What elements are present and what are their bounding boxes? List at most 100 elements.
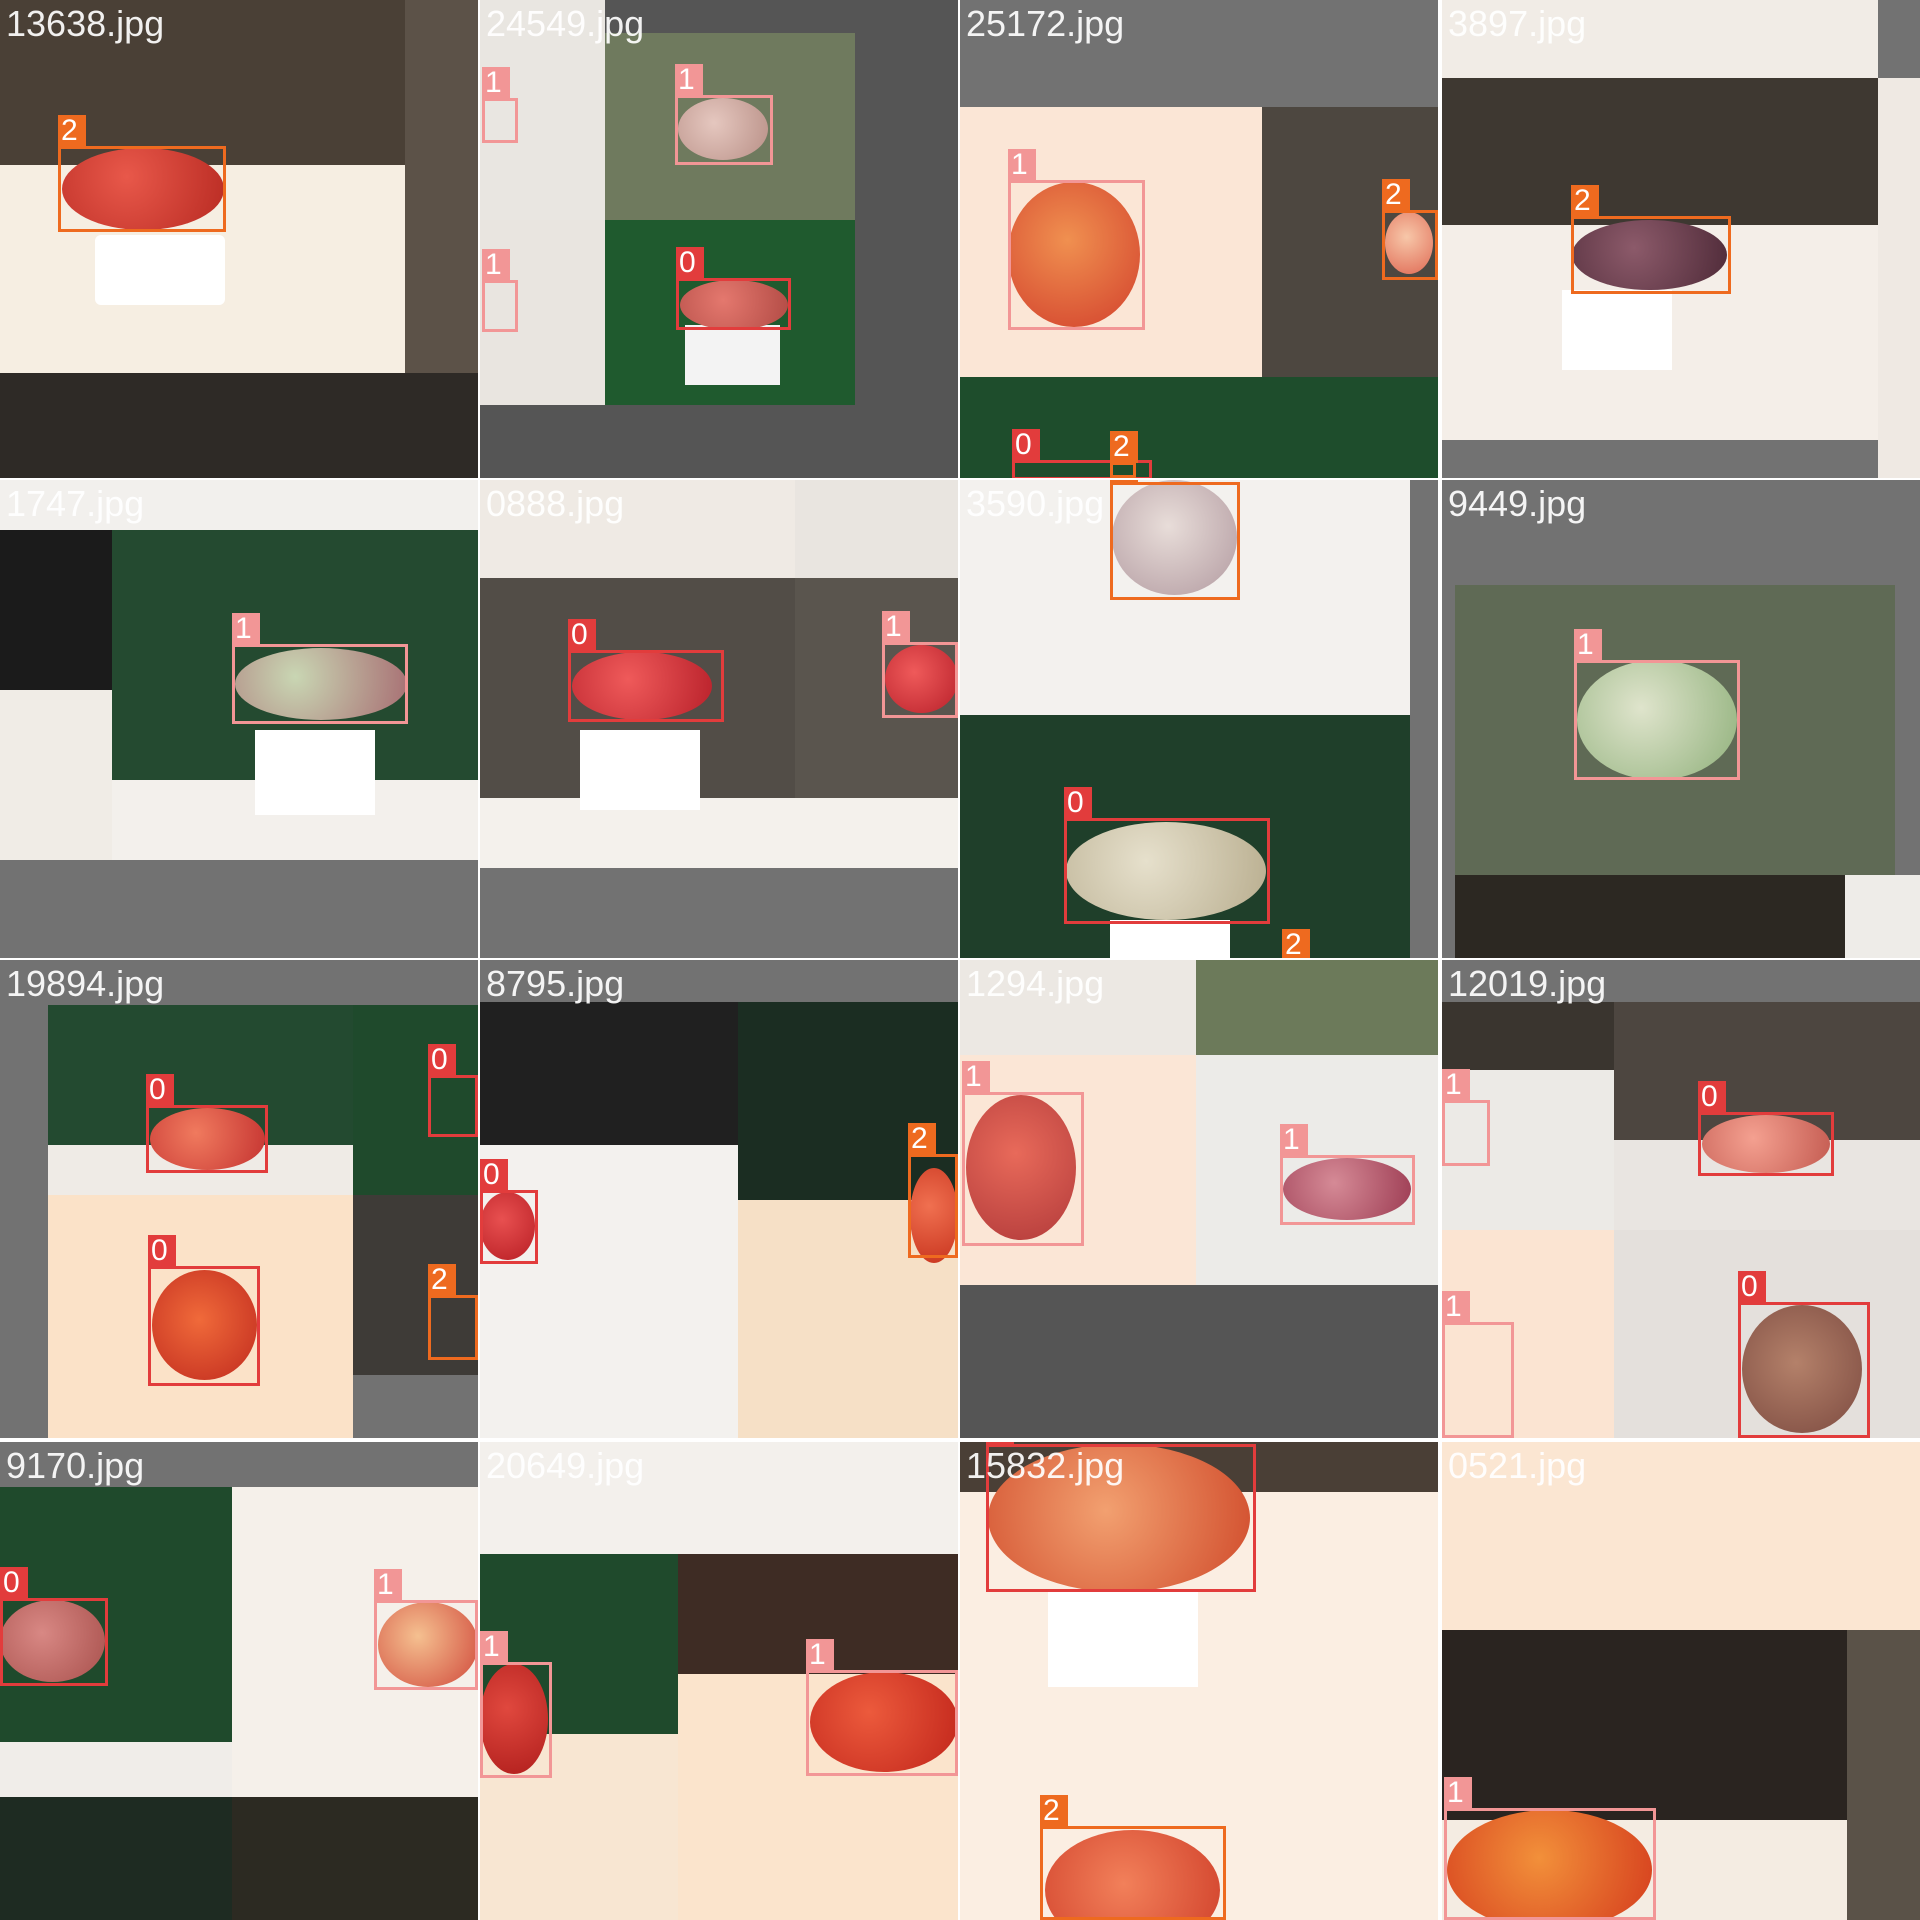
image-patch [0, 480, 478, 530]
bbox-class-1: 1 [374, 1569, 478, 1690]
apple-image [1283, 1158, 1411, 1220]
image-patch [1847, 1630, 1920, 1920]
bbox-class-2: 2 [1110, 480, 1240, 600]
bbox-class-label: 1 [1280, 1124, 1308, 1156]
apple-image [910, 1168, 958, 1263]
bbox-class-1: 1 [806, 1639, 958, 1776]
mosaic-tile: 3590.jpg 2 0 2 [960, 480, 1438, 958]
tile-filename: 12019.jpg [1448, 963, 1607, 1004]
apple-image [1577, 660, 1737, 780]
image-patch [405, 0, 478, 373]
image-patch [0, 1742, 232, 1797]
tile-filename: 8795.jpg [486, 963, 625, 1004]
bbox-class-1: 1 [882, 611, 958, 718]
bbox-class-label: 0 [1738, 1271, 1766, 1303]
bbox-class-label: 2 [58, 115, 86, 147]
bbox-class-2: 2 [908, 1123, 958, 1258]
image-patch [353, 1005, 478, 1195]
bbox-class-0: 0 [146, 1074, 268, 1173]
bbox-class-label: 0 [1064, 787, 1092, 819]
bbox-class-2: 2 [58, 115, 226, 232]
mosaic-tile: 1294.jpg 1 1 [960, 960, 1438, 1438]
image-patch [1442, 78, 1878, 228]
image-patch [480, 0, 605, 220]
image-patch [0, 373, 478, 478]
tile-filename: 19894.jpg [6, 963, 165, 1004]
bbox-class-label: 0 [986, 1442, 1014, 1445]
mosaic-tile: 0521.jpg 1 [1442, 1442, 1920, 1920]
image-patch [1845, 875, 1920, 958]
apple-image [1008, 182, 1140, 327]
bbox-class-label: 1 [962, 1061, 990, 1093]
apple-image [150, 1108, 265, 1170]
tile-filename: 1747.jpg [6, 483, 145, 524]
apple-image [1066, 822, 1266, 920]
bbox-class-1: 1 [480, 1631, 552, 1778]
apple-image [678, 98, 768, 160]
apple-image [1045, 1830, 1220, 1920]
bbox-class-2: 2 [1382, 179, 1438, 280]
bbox-class-label: 1 [482, 67, 510, 99]
tile-filename: 0521.jpg [1448, 1445, 1587, 1486]
bbox-class-label: 1 [232, 613, 260, 645]
bbox-class-label: 1 [1442, 1069, 1470, 1101]
image-patch [580, 730, 700, 810]
image-patch [0, 1797, 232, 1920]
apple-image [1385, 212, 1433, 274]
bbox-class-label: 2 [1282, 929, 1310, 958]
image-patch [1562, 290, 1672, 370]
image-patch [1442, 0, 1878, 78]
apple-image [885, 645, 958, 713]
tile-filename: 0888.jpg [486, 483, 625, 524]
bbox-class-0: 0 [480, 1159, 538, 1264]
tile-filename: 15832.jpg [966, 1445, 1125, 1486]
image-patch [232, 1797, 478, 1920]
mosaic-tile: 0888.jpg 0 1 [480, 480, 958, 958]
apple-image [378, 1602, 478, 1687]
image-patch [480, 1145, 738, 1438]
bbox-class-label: 2 [1110, 480, 1138, 483]
image-patch [0, 530, 112, 690]
apple-image [1572, 220, 1727, 290]
apple-image [1702, 1115, 1830, 1173]
image-patch [480, 798, 958, 868]
bbox-class-2: 2 [1571, 185, 1731, 294]
apple-image [1447, 1810, 1652, 1920]
bbox-class-label: 0 [568, 619, 596, 651]
bbox-class-label: 0 [148, 1235, 176, 1267]
bbox-class-label: 1 [675, 64, 703, 96]
apple-image [152, 1270, 257, 1380]
bbox-class-label: 1 [374, 1569, 402, 1601]
tile-filename: 9449.jpg [1448, 483, 1587, 524]
bbox-class-label: 0 [1012, 429, 1040, 461]
image-patch [738, 1002, 958, 1202]
tile-filename: 20649.jpg [486, 1445, 645, 1486]
bbox-class-0: 0 [1698, 1081, 1834, 1176]
apple-image [480, 1664, 548, 1774]
image-patch [353, 1195, 478, 1375]
apple-image [572, 652, 712, 720]
bbox-class-1: 1 [1574, 629, 1740, 780]
mosaic-tile: 24549.jpg 1 1 1 0 [480, 0, 958, 478]
bbox-class-label: 0 [428, 1044, 456, 1076]
bbox-class-label: 0 [0, 1567, 28, 1599]
mosaic-tile: 20649.jpg 1 1 [480, 1442, 958, 1920]
image-patch [480, 1002, 738, 1147]
image-patch [1455, 875, 1845, 958]
bbox-class-1: 1 [1280, 1124, 1415, 1225]
bbox-class-0: 0 [568, 619, 724, 722]
bbox-class-label: 0 [480, 1159, 508, 1191]
bbox-class-2: 2 [1040, 1795, 1226, 1920]
image-patch [1048, 1592, 1198, 1687]
mosaic-tile: 9170.jpg 0 1 [0, 1442, 478, 1920]
tile-filename: 3897.jpg [1448, 3, 1587, 44]
image-patch [480, 1442, 958, 1554]
apple-image [62, 148, 224, 230]
bbox-class-label: 1 [480, 1631, 508, 1663]
bbox-class-1: 1 [962, 1061, 1084, 1246]
apple-image [1742, 1305, 1862, 1433]
image-patch [1442, 1630, 1847, 1820]
apple-image [235, 648, 407, 720]
mosaic-tile: 8795.jpg 0 2 [480, 960, 958, 1438]
bbox-class-label: 0 [676, 247, 704, 279]
